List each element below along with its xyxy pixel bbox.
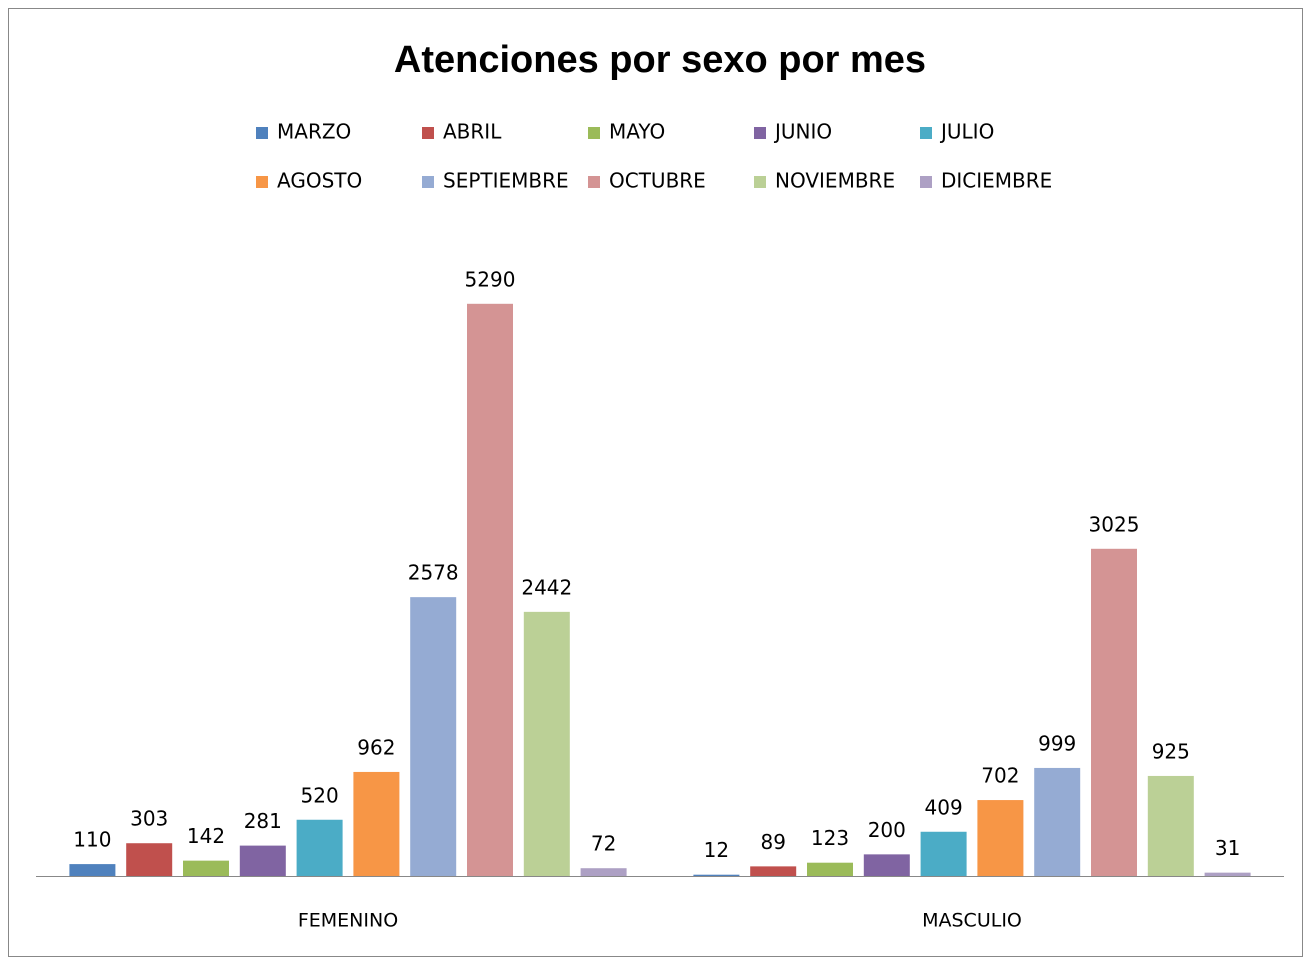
chart-frame [8, 8, 1303, 957]
data-label: 72 [591, 832, 616, 856]
bar [239, 845, 286, 876]
data-label: 2442 [521, 575, 572, 599]
data-label: 520 [301, 783, 339, 807]
data-label: 200 [868, 818, 906, 842]
bar [1204, 872, 1251, 876]
bar [126, 843, 173, 876]
bar [863, 854, 910, 876]
legend-label: MAYO [609, 120, 665, 144]
legend-label: OCTUBRE [609, 169, 706, 193]
legend-swatch [754, 176, 766, 188]
x-tick-label: FEMENINO [298, 910, 398, 932]
legend-label: JULIO [939, 120, 994, 144]
legend-label: NOVIEMBRE [775, 169, 895, 193]
data-label: 962 [357, 735, 395, 759]
data-label: 5290 [465, 267, 516, 291]
data-label: 142 [187, 824, 225, 848]
legend-swatch [588, 176, 600, 188]
legend-label: MARZO [277, 120, 351, 144]
bar [467, 303, 513, 876]
data-label: 89 [760, 830, 785, 854]
bar [977, 800, 1024, 876]
legend-swatch [920, 176, 932, 188]
bar [1147, 775, 1194, 876]
bar [69, 864, 116, 876]
legend-swatch [588, 127, 600, 139]
x-tick-label: MASCULIO [922, 910, 1022, 932]
legend-label: SEPTIEMBRE [443, 169, 569, 193]
legend-swatch [422, 176, 434, 188]
bar [693, 874, 740, 876]
data-label: 999 [1038, 731, 1076, 755]
bar [410, 597, 457, 876]
chart-title: Atenciones por sexo por mes [394, 39, 926, 81]
bar [353, 771, 400, 876]
legend-label: AGOSTO [277, 169, 362, 193]
legend-swatch [422, 127, 434, 139]
data-label: 2578 [408, 561, 459, 585]
bar [523, 611, 570, 876]
bar [750, 866, 797, 876]
data-label: 12 [704, 838, 729, 862]
data-label: 281 [244, 809, 282, 833]
bar [807, 862, 853, 876]
legend-label: JUNIO [773, 120, 832, 144]
legend-swatch [754, 127, 766, 139]
data-label: 123 [811, 826, 849, 850]
data-label: 303 [130, 807, 168, 831]
bar [1034, 767, 1081, 876]
data-label: 702 [981, 764, 1019, 788]
legend-label: DICIEMBRE [941, 169, 1052, 193]
bar [920, 831, 967, 876]
legend-swatch [920, 127, 932, 139]
bar [296, 819, 343, 876]
bar [1091, 548, 1137, 876]
data-label: 3025 [1089, 512, 1140, 536]
legend-swatch [256, 176, 268, 188]
legend-label: ABRIL [443, 120, 502, 144]
data-label: 110 [73, 828, 111, 852]
bar [183, 860, 229, 876]
data-label: 31 [1215, 836, 1240, 860]
data-label: 409 [925, 795, 963, 819]
bar [580, 868, 627, 876]
data-label: 925 [1152, 739, 1190, 763]
legend-swatch [256, 127, 268, 139]
